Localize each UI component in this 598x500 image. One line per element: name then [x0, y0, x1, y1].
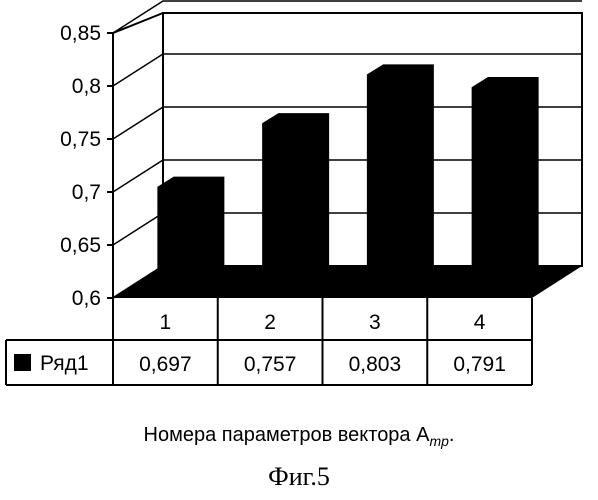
y-tick-label: 0,8	[72, 75, 101, 98]
y-tick-label: 0,75	[60, 128, 101, 151]
y-axis-tick-labels: 0,6 0,65 0,7 0,75 0,8 0,85	[60, 22, 101, 310]
y-tick-label: 0,65	[60, 234, 101, 257]
data-value-label: 0,791	[453, 353, 506, 376]
figure-label: Фиг.5	[0, 462, 598, 492]
data-table: Ряд1 1 0,697 2 0,757 3 0,803 4 0,791	[6, 298, 532, 385]
y-tick-label: 0,6	[72, 287, 101, 310]
bar	[263, 114, 329, 281]
x-category-label: 3	[369, 311, 381, 334]
left-wall-edge-top	[113, 13, 163, 33]
data-value-label: 0,803	[349, 353, 402, 376]
y-tick-label: 0,7	[72, 181, 101, 204]
y-tick-label: 0,85	[60, 22, 101, 45]
legend-series-name: Ряд1	[40, 352, 89, 375]
x-category-label: 2	[264, 311, 276, 334]
bar	[367, 65, 433, 281]
bar	[472, 78, 538, 281]
x-axis-title: Номера параметров вектора Amp.	[0, 424, 598, 449]
x-category-label: 1	[160, 311, 172, 334]
x-category-label: 4	[474, 311, 486, 334]
bar	[158, 177, 224, 280]
legend-swatch	[14, 354, 31, 371]
data-value-label: 0,757	[244, 353, 297, 376]
bar-chart: 0,6 0,65 0,7 0,75 0,8 0,85 Ряд1 1 0,697 2 0,757 3…	[0, 0, 598, 420]
data-value-label: 0,697	[139, 353, 192, 376]
